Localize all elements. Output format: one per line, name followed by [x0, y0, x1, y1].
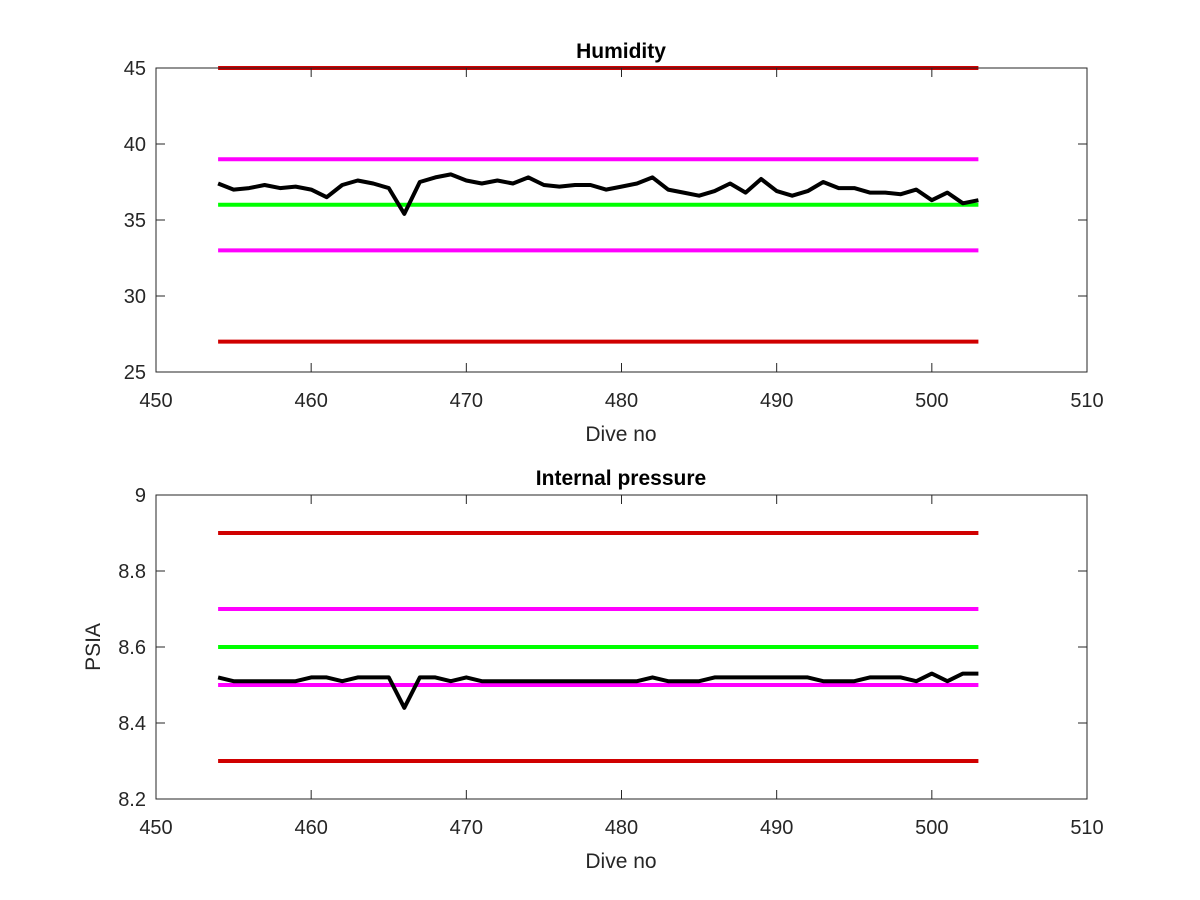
- humidity-x-tick-label: 470: [450, 390, 483, 412]
- humidity-x-tick-label: 450: [139, 390, 172, 412]
- internal-pressure-y-tick-label: 9: [135, 485, 146, 507]
- humidity-y-tick-label: 40: [124, 134, 146, 156]
- internal-pressure-series-data-line: [217, 671, 979, 710]
- humidity-x-tick-label: 490: [760, 390, 793, 412]
- internal-pressure-series-layer: [217, 531, 979, 763]
- internal-pressure-x-tick-label: 500: [915, 817, 948, 839]
- internal-pressure-y-tick-label: 8.2: [118, 789, 146, 811]
- humidity-x-tick-label: 500: [915, 390, 948, 412]
- internal-pressure-x-tick-label: 450: [139, 817, 172, 839]
- humidity-x-axis-label: Dive no: [585, 423, 656, 446]
- humidity-y-tick-label: 35: [124, 210, 146, 232]
- humidity-x-tick-label: 480: [605, 390, 638, 412]
- internal-pressure-title: Internal pressure: [536, 467, 706, 490]
- internal-pressure-y-tick-label: 8.4: [118, 713, 146, 735]
- humidity-y-tick-label: 30: [124, 286, 146, 308]
- humidity-x-tick-label: 510: [1070, 390, 1103, 412]
- internal-pressure-x-axis-label: Dive no: [585, 850, 656, 873]
- internal-pressure-x-tick-label: 460: [294, 817, 327, 839]
- internal-pressure-tick-layer: 450 460 470 480 490 500 510 8.2 8.4 8.6 8.8 9: [118, 485, 1104, 839]
- humidity-title: Humidity: [576, 40, 666, 63]
- internal-pressure-x-tick-label: 480: [605, 817, 638, 839]
- internal-pressure-x-tick-label: 470: [450, 817, 483, 839]
- humidity-tick-layer: 450 460 470 480 490 500 510 25 30 35 40 45: [124, 58, 1104, 412]
- internal-pressure-y-axis-label: PSIA: [82, 623, 105, 671]
- internal-pressure-x-tick-label: 510: [1070, 817, 1103, 839]
- internal-pressure-y-tick-label: 8.6: [118, 637, 146, 659]
- internal-pressure-x-tick-label: 490: [760, 817, 793, 839]
- humidity-y-tick-label: 45: [124, 58, 146, 80]
- internal-pressure-y-tick-label: 8.8: [118, 561, 146, 583]
- internal-pressure-subplot: Internal pressure 450 460 470 480 490 500 510 8…: [82, 467, 1104, 873]
- humidity-subplot: Humidity 450 460 470 480 490 500 5102530354045…: [124, 40, 1104, 446]
- humidity-x-tick-label: 460: [294, 390, 327, 412]
- humidity-y-tick-label: 25: [124, 362, 146, 384]
- humidity-series-data-line: [217, 172, 979, 216]
